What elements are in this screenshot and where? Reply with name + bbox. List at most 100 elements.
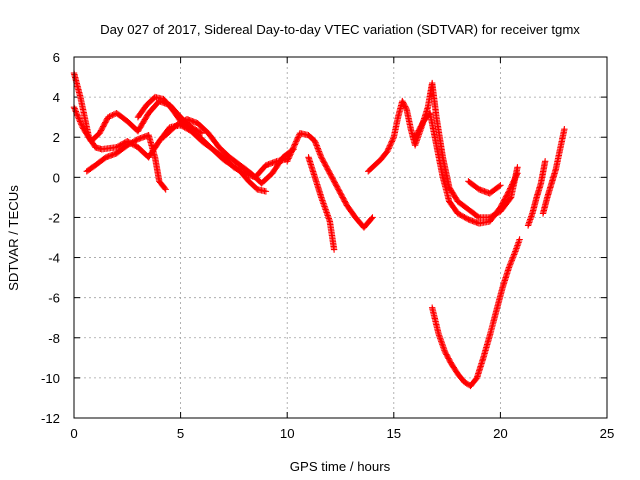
data-point <box>293 137 300 144</box>
data-point <box>506 261 514 268</box>
y-axis-label: SDTVAR / TECUs <box>6 185 21 291</box>
data-point <box>291 142 298 150</box>
data-point <box>384 148 391 155</box>
data-point <box>71 105 78 112</box>
data-point <box>402 104 410 112</box>
data-point <box>369 214 376 221</box>
x-tick-label: 10 <box>280 426 295 441</box>
data-point <box>317 152 324 160</box>
data-point <box>161 185 168 192</box>
data-point <box>386 142 394 149</box>
data-point <box>314 143 321 151</box>
data-point <box>512 174 519 181</box>
data-points <box>70 69 568 390</box>
data-point <box>285 153 293 161</box>
x-tick-label: 20 <box>493 426 508 441</box>
data-point <box>506 186 513 194</box>
data-point <box>76 118 84 125</box>
data-point <box>516 236 523 243</box>
data-point <box>541 158 549 165</box>
data-point <box>511 249 518 257</box>
data-point <box>509 179 517 187</box>
data-point <box>510 178 517 185</box>
data-point <box>510 252 517 260</box>
data-point <box>78 122 86 129</box>
y-tick-label: 4 <box>53 90 60 105</box>
data-point <box>315 148 323 155</box>
data-point <box>198 130 206 137</box>
data-point <box>316 149 323 157</box>
data-point <box>314 145 322 152</box>
data-point <box>507 185 514 192</box>
plot-frame <box>73 56 608 419</box>
data-point <box>78 121 85 128</box>
data-point <box>385 145 392 152</box>
data-point <box>316 151 324 158</box>
data-point <box>508 182 515 190</box>
grid <box>74 57 607 418</box>
data-point <box>75 113 82 121</box>
data-point <box>294 135 301 143</box>
data-point <box>510 177 518 184</box>
data-point <box>290 144 297 151</box>
y-tick-label: -12 <box>41 411 60 426</box>
data-point <box>510 251 518 258</box>
y-tick-label: -10 <box>41 371 60 386</box>
data-point <box>386 143 393 151</box>
data-point <box>507 260 514 267</box>
x-tick-label: 15 <box>386 426 401 441</box>
data-point <box>197 129 204 136</box>
data-point <box>509 254 517 261</box>
data-point <box>73 111 81 118</box>
data-point <box>312 139 319 146</box>
data-point <box>286 152 293 159</box>
data-point <box>315 146 322 154</box>
data-point <box>388 138 396 145</box>
data-point <box>76 116 83 124</box>
data-point <box>109 111 116 119</box>
data-point <box>505 188 513 195</box>
x-tick-label: 5 <box>177 426 184 441</box>
data-point <box>505 189 512 196</box>
data-point <box>389 136 396 144</box>
y-tick-label: -4 <box>48 251 60 266</box>
data-point <box>262 188 270 195</box>
data-point <box>508 258 515 265</box>
data-point <box>288 148 295 155</box>
data-point <box>106 113 113 120</box>
x-tick-label: 0 <box>70 426 77 441</box>
data-point <box>514 170 521 177</box>
data-point <box>512 172 520 180</box>
data-point <box>474 213 482 220</box>
data-point <box>291 141 299 148</box>
data-point <box>389 135 397 142</box>
data-point <box>162 186 169 193</box>
chart-title: Day 027 of 2017, Sidereal Day-to-day VTE… <box>100 22 580 37</box>
y-tick-label: 6 <box>53 50 60 65</box>
data-point <box>330 246 338 253</box>
data-point <box>311 138 319 145</box>
data-point <box>289 145 297 152</box>
data-point <box>312 140 320 148</box>
data-point <box>294 134 302 141</box>
data-point <box>292 138 300 145</box>
data-point <box>292 139 299 147</box>
data-point <box>497 182 504 189</box>
data-point <box>289 146 296 154</box>
data-point <box>561 126 568 133</box>
data-point <box>387 141 394 148</box>
data-point <box>496 183 503 190</box>
data-point <box>514 164 521 171</box>
data-point <box>388 139 395 147</box>
data-point <box>75 115 83 122</box>
data-point <box>507 184 515 191</box>
data-point <box>509 255 516 263</box>
x-tick-label: 25 <box>600 426 615 441</box>
data-point <box>77 119 84 127</box>
data-point <box>511 175 519 183</box>
data-point <box>287 149 295 157</box>
y-tick-label: 2 <box>53 130 60 145</box>
data-point <box>506 262 513 270</box>
data-point <box>284 156 292 164</box>
